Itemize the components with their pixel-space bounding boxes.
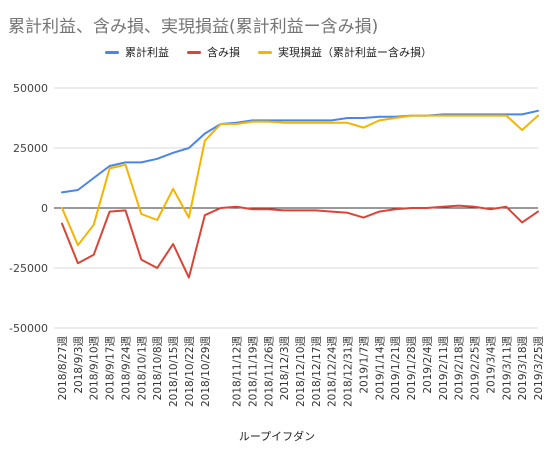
x-tick-label: 2019/2/25週	[470, 336, 482, 401]
x-axis-label: ループイフダン	[238, 430, 316, 443]
x-tick-label: 2018/12/24週	[327, 336, 339, 408]
x-tick-label: 2018/11/12週	[232, 336, 244, 408]
legend-swatch-unrealized-loss	[187, 50, 201, 54]
x-tick-label: 2019/1/28週	[406, 336, 418, 401]
legend-swatch-cumulative-profit	[105, 50, 119, 54]
x-tick-label: 2019/3/11週	[501, 336, 513, 401]
y-tick-label: 25000	[13, 142, 48, 155]
x-tick-label: 2018/10/1週	[136, 336, 148, 401]
x-tick-label: 2019/3/25週	[533, 336, 545, 401]
legend-label-unrealized-loss: 含み損	[207, 46, 240, 59]
legend-item-unrealized-loss: 含み損	[187, 44, 240, 60]
chart-title: 累計利益、含み損、実現損益(累計利益ー含み損)	[8, 17, 379, 37]
x-tick-label: 2018/12/3週	[279, 336, 291, 401]
y-tick-label: -25000	[9, 262, 48, 275]
x-tick-label: 2019/3/18週	[517, 336, 529, 401]
x-tick-label: 2019/3/4週	[485, 336, 497, 394]
legend: 累計利益 含み損 実現損益（累計利益ー含み損）	[105, 44, 432, 60]
x-tick-label: 2018/12/17週	[311, 336, 323, 408]
x-tick-label: 2018/12/10週	[295, 336, 307, 408]
x-tick-label: 2019/2/18週	[454, 336, 466, 401]
x-tick-label: 2019/1/21週	[390, 336, 402, 401]
x-tick-label: 2019/2/4週	[422, 336, 434, 394]
x-tick-label: 2018/10/29週	[200, 336, 212, 408]
x-tick-label: 2018/8/27週	[57, 336, 69, 401]
series-line-0	[61, 109, 539, 194]
x-tick-label: 2018/9/24週	[120, 336, 132, 401]
x-tick-label: 2018/12/31週	[343, 336, 355, 408]
series-line-1	[61, 204, 539, 279]
x-tick-label: 2018/10/15週	[168, 336, 180, 408]
x-tick-label: 2018/11/19週	[247, 336, 259, 408]
x-tick-label: 2019/1/7週	[358, 336, 370, 394]
x-tick-label: 2019/1/14週	[374, 336, 386, 401]
legend-item-cumulative-profit: 累計利益	[105, 44, 169, 60]
legend-item-realized-pnl: 実現損益（累計利益ー含み損）	[258, 44, 432, 60]
legend-label-realized-pnl: 実現損益（累計利益ー含み損）	[278, 46, 432, 59]
legend-label-cumulative-profit: 累計利益	[125, 46, 169, 59]
x-tick-label: 2018/10/22週	[184, 336, 196, 408]
legend-swatch-realized-pnl	[258, 50, 272, 54]
x-tick-label: 2019/2/11週	[438, 336, 450, 401]
x-tick-label: 2018/9/17週	[105, 336, 117, 401]
x-tick-label: 2018/9/3週	[73, 336, 85, 394]
series-line-2	[61, 114, 539, 247]
y-tick-label: -50000	[9, 322, 48, 335]
x-tick-label: 2018/11/26週	[263, 336, 275, 408]
y-tick-label: 50000	[13, 82, 48, 95]
y-tick-label: 0	[41, 202, 48, 215]
x-tick-label: 2018/10/8週	[152, 336, 164, 401]
x-tick-label: 2018/9/10週	[89, 336, 101, 401]
